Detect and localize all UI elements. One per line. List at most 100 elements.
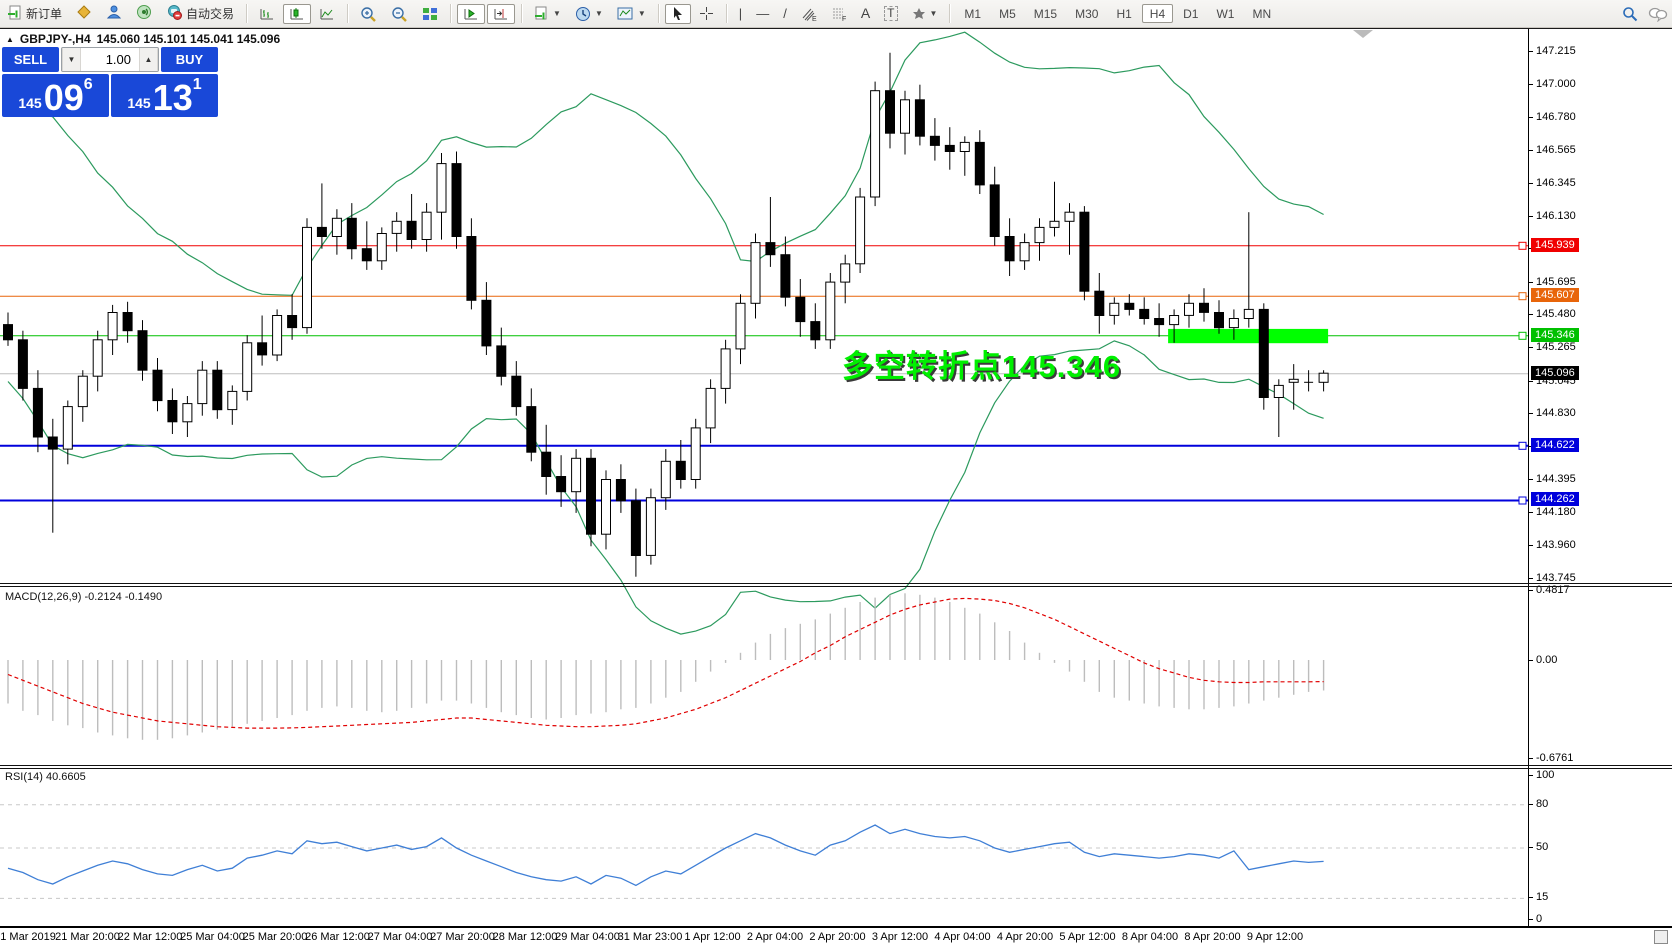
volume-increase-button[interactable]: ▲ xyxy=(139,48,158,71)
buy-price-box[interactable]: 145 13 1 xyxy=(111,74,218,117)
timeframe-d1[interactable]: D1 xyxy=(1183,6,1199,21)
time-tick-label: 21 Mar 20:00 xyxy=(55,931,120,943)
price-line-badge: 144.262 xyxy=(1531,492,1579,507)
sell-price-pips: 09 xyxy=(43,77,84,119)
text-label-tool[interactable]: T xyxy=(878,4,903,24)
volume-decrease-button[interactable]: ▼ xyxy=(62,48,81,71)
timeframe-m30[interactable]: M30 xyxy=(1075,6,1099,21)
line-chart-button[interactable] xyxy=(313,4,341,24)
signals-icon xyxy=(136,4,152,23)
new-order-button[interactable]: 新订单 xyxy=(1,4,68,24)
search-icon[interactable] xyxy=(1622,6,1638,22)
indicators-icon xyxy=(617,7,633,20)
time-tick-label: 28 Mar 12:00 xyxy=(492,931,558,943)
metaeditor-button[interactable] xyxy=(70,4,98,24)
channel-icon: E xyxy=(802,8,817,22)
volume-value[interactable]: 1.00 xyxy=(105,52,131,67)
new-order-icon xyxy=(7,5,22,23)
arrows-dropdown[interactable]: ▼ xyxy=(906,4,944,24)
chart-shift-marker[interactable] xyxy=(1353,30,1373,38)
fibonacci-tool[interactable]: F xyxy=(825,4,853,24)
auto-scroll-button[interactable] xyxy=(457,3,486,24)
axis-tick-label: 146.780 xyxy=(1529,111,1576,124)
profiles-dropdown[interactable]: ▼ xyxy=(569,4,609,24)
time-tick-label: 25 Mar 20:00 xyxy=(242,931,308,943)
bar-chart-icon xyxy=(260,9,274,20)
new-chart-icon xyxy=(535,6,547,20)
zoom-in-button[interactable] xyxy=(354,4,383,24)
axis-tick-label: 147.215 xyxy=(1529,45,1576,57)
text-tool[interactable]: A xyxy=(855,4,876,24)
community-button[interactable] xyxy=(100,4,128,24)
current-price-badge: 145.096 xyxy=(1531,365,1579,380)
text-label-icon: T xyxy=(884,6,898,21)
timeframe-mn[interactable]: MN xyxy=(1252,6,1272,21)
zoom-out-button[interactable] xyxy=(385,4,414,24)
bar-chart-button[interactable] xyxy=(253,4,281,24)
svg-text:E: E xyxy=(812,16,817,22)
time-tick-label: 1 Apr 12:00 xyxy=(684,931,741,943)
price-line-badge: 145.607 xyxy=(1531,288,1579,303)
price-macd-separator[interactable] xyxy=(0,586,1672,587)
time-tick-label: 25 Mar 04:00 xyxy=(180,931,245,943)
timeframe-h4[interactable]: H4 xyxy=(1141,4,1174,23)
line-chart-icon xyxy=(320,9,334,20)
vertical-line-tool[interactable]: | xyxy=(733,4,748,24)
crosshair-icon xyxy=(699,7,713,20)
signals-button[interactable] xyxy=(130,4,158,24)
new-chart-dropdown[interactable]: ▼ xyxy=(528,4,567,24)
timeframe-w1[interactable]: W1 xyxy=(1216,6,1235,21)
macd-rsi-separator[interactable] xyxy=(0,765,1672,766)
trendline-tool[interactable]: / xyxy=(777,4,793,24)
chevron-down-icon: ▼ xyxy=(553,9,561,18)
toolbar-separator xyxy=(725,4,727,23)
chart-canvas[interactable] xyxy=(0,0,1528,947)
tile-windows-button[interactable] xyxy=(416,4,444,24)
axis-tick-label: -0.6761 xyxy=(1528,752,1574,765)
axis-tick-label: 0 xyxy=(1528,913,1543,925)
axis-tick-label: 145.265 xyxy=(1529,341,1576,354)
time-tick-label: 21 Mar 2019 xyxy=(0,931,56,943)
crosshair-tool-button[interactable] xyxy=(693,4,720,24)
tile-windows-icon xyxy=(423,7,438,20)
time-tick-label: 9 Apr 12:00 xyxy=(1246,931,1304,943)
chart-header: ▲ GBPJPY-,H4 145.060 145.101 145.041 145… xyxy=(6,32,280,46)
timeframe-h1[interactable]: H1 xyxy=(1116,6,1132,21)
cursor-icon xyxy=(673,7,682,20)
toolbar-separator xyxy=(521,4,523,23)
toolbar-separator xyxy=(450,4,452,23)
scrollbar-grip[interactable] xyxy=(1654,930,1668,944)
arrows-icon xyxy=(912,7,925,19)
auto-trading-button[interactable]: 自动交易 xyxy=(160,4,240,24)
indicators-dropdown[interactable]: ▼ xyxy=(611,4,652,24)
cursor-tool-button[interactable] xyxy=(664,3,691,24)
chart-shift-button[interactable] xyxy=(487,3,516,24)
timeframe-toolbar: M1 M5 M15 M30 H1 H4 D1 W1 MN xyxy=(955,0,1280,27)
timeframe-m5[interactable]: M5 xyxy=(999,6,1016,21)
trendline-icon: / xyxy=(783,6,787,21)
one-click-toggle-icon[interactable]: ▲ xyxy=(6,34,14,44)
sell-button[interactable]: SELL xyxy=(2,47,59,72)
buy-button[interactable]: BUY xyxy=(161,47,218,72)
axis-tick-label: 0.4817 xyxy=(1529,584,1570,597)
timeframe-m1[interactable]: M1 xyxy=(964,6,982,21)
time-tick-label: 8 Apr 20:00 xyxy=(1184,931,1241,943)
sell-price-box[interactable]: 145 09 6 xyxy=(2,74,109,117)
price-axis-border xyxy=(1528,29,1529,927)
equidistant-channel-tool[interactable]: E xyxy=(795,4,823,24)
rsi-indicator-label: RSI(14) 40.6605 xyxy=(5,771,86,783)
time-tick-label: 29 Mar 04:00 xyxy=(555,931,620,943)
candlestick-chart-button[interactable] xyxy=(283,3,312,24)
time-tick-label: 26 Mar 12:00 xyxy=(305,931,370,943)
horizontal-line-tool[interactable]: — xyxy=(750,4,775,24)
axis-tick-label: 144.395 xyxy=(1529,473,1576,486)
axis-tick-label: 15 xyxy=(1528,891,1549,904)
price-macd-separator[interactable] xyxy=(0,583,1672,584)
svg-text:F: F xyxy=(842,16,846,22)
macd-rsi-separator[interactable] xyxy=(0,768,1672,769)
chat-icon[interactable] xyxy=(1648,6,1668,23)
axis-tick-label: 146.130 xyxy=(1529,209,1576,222)
axis-tick-label: 144.180 xyxy=(1529,505,1576,518)
timeframe-m15[interactable]: M15 xyxy=(1033,6,1058,21)
time-tick-label: 2 Apr 20:00 xyxy=(809,931,866,943)
